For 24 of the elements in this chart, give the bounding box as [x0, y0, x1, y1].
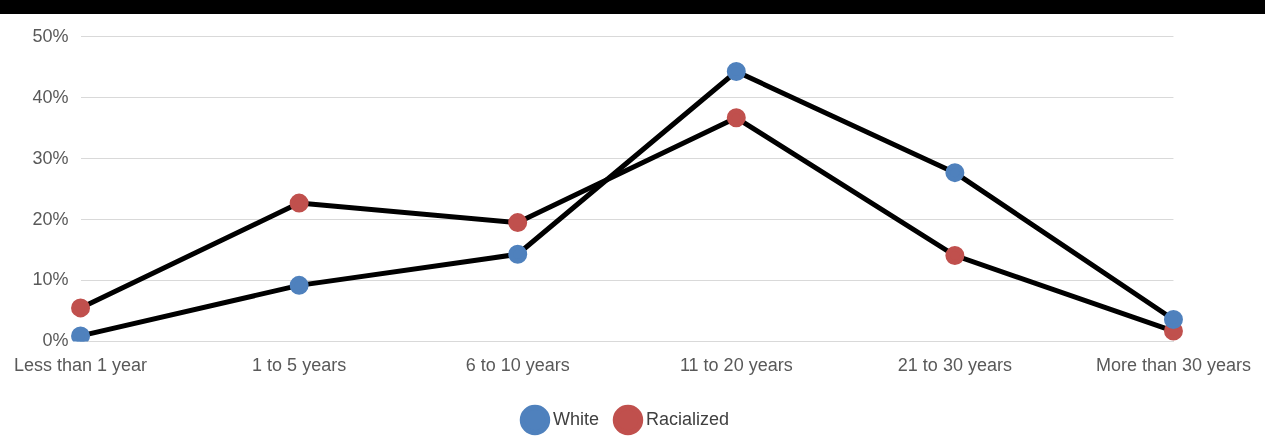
y-tick-label: 30%	[32, 147, 69, 168]
legend-label: White	[552, 408, 599, 429]
x-tick-label: 21 to 30 years	[897, 355, 1012, 376]
point	[508, 213, 528, 233]
y-tick-label: 0%	[42, 330, 69, 351]
x-tick-label: 6 to 10 years	[465, 355, 570, 376]
point	[726, 62, 746, 82]
legend-label: Racialized	[645, 408, 730, 429]
y-tick-label: 20%	[32, 208, 69, 229]
point	[945, 246, 965, 265]
point	[289, 193, 309, 213]
y-tick-label: 50%	[32, 25, 69, 46]
y-tick-label: 10%	[32, 269, 69, 290]
x-tick-label: 11 to 20 years	[679, 355, 793, 376]
point	[945, 163, 965, 183]
point	[508, 244, 528, 264]
point	[726, 108, 746, 128]
x-tick-label: Less than 1 year	[14, 355, 148, 376]
point	[289, 275, 309, 295]
point	[1163, 309, 1183, 329]
x-tick-label: More than 30 years	[1095, 355, 1252, 376]
y-tick-label: 40%	[32, 86, 69, 107]
x-tick-label: 1 to 5 years	[252, 355, 347, 376]
point	[71, 298, 91, 318]
